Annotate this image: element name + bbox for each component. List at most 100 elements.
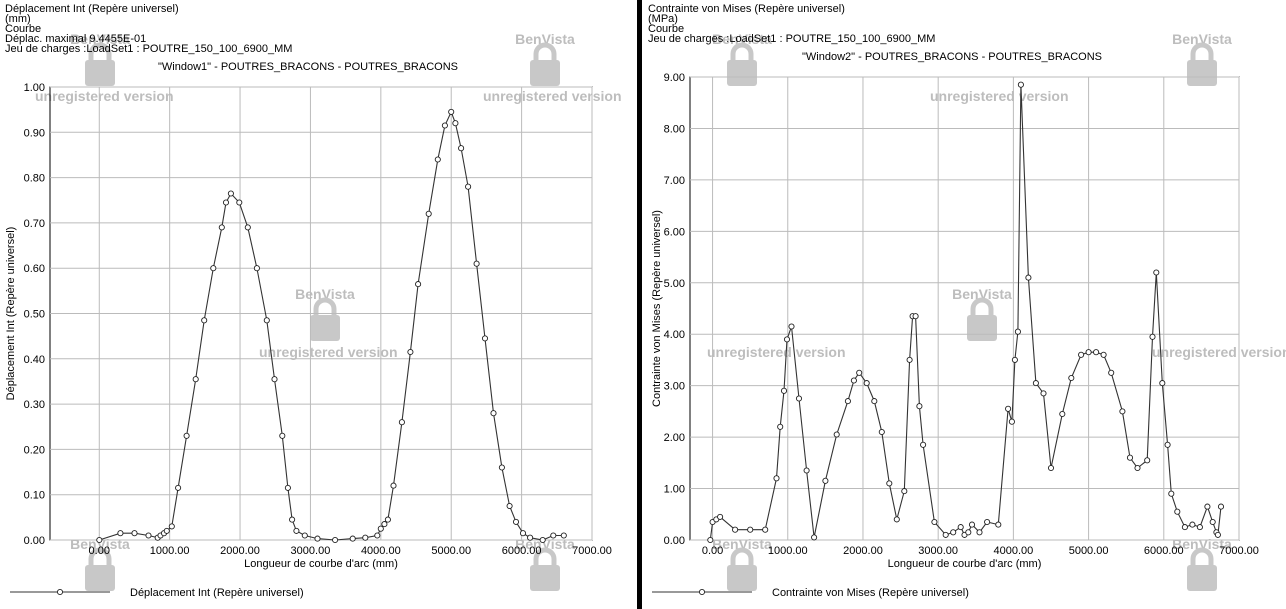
watermark-lock-icon: BenVista: [712, 31, 772, 86]
data-point: [968, 521, 976, 528]
data-point: [560, 532, 567, 539]
x-tick-label: 6000.00: [1144, 545, 1184, 557]
lock-body-icon: [727, 60, 757, 86]
data-point: [950, 529, 957, 536]
data-point: [747, 526, 754, 533]
data-point: [1032, 380, 1039, 387]
data-point: [856, 369, 863, 376]
data-point: [893, 516, 900, 523]
header-line: (mm): [5, 13, 31, 25]
data-point: [795, 395, 803, 402]
data-point: [783, 336, 791, 343]
data-point: [377, 525, 384, 532]
data-point: [1214, 531, 1221, 538]
legend-label: Contrainte von Mises (Repère universel): [772, 587, 969, 599]
y-tick-label: 7.00: [664, 175, 685, 187]
data-point: [1217, 503, 1225, 510]
y-tick-label: 0.30: [24, 399, 45, 411]
plot-frame: [689, 76, 1240, 541]
data-point: [1085, 349, 1092, 356]
legend-label: Déplacement Int (Repère universel): [130, 587, 304, 599]
data-point: [1189, 521, 1196, 528]
y-tick-label: 0.70: [24, 218, 45, 230]
watermark-lock-icon: BenVista: [1172, 31, 1232, 86]
data-point: [1040, 390, 1047, 397]
data-point: [844, 398, 851, 405]
watermark-text: unregistered version: [707, 344, 846, 360]
data-point: [912, 313, 919, 320]
data-point: [96, 536, 103, 544]
data-point: [415, 281, 422, 288]
chart-window-2: BenVista BenVista BenVista BenVista BenVista…: [642, 0, 1286, 609]
x-tick-label: 0.00: [89, 545, 110, 557]
x-axis-label: Longueur de courbe d'arc (mm): [244, 558, 398, 570]
x-tick-label: 6000.00: [502, 545, 542, 557]
data-point: [236, 199, 243, 206]
data-point: [1047, 464, 1055, 472]
data-point: [871, 398, 878, 405]
data-point: [362, 534, 369, 541]
y-tick-label: 0.60: [24, 263, 45, 275]
y-tick-label: 1.00: [664, 484, 685, 496]
x-tick-label: 3000.00: [291, 545, 331, 557]
data-point: [192, 376, 199, 383]
y-tick-label: 0.80: [24, 173, 45, 185]
data-point: [314, 535, 321, 542]
data-point: [244, 224, 251, 231]
lock-body-icon: [1187, 565, 1217, 591]
data-point: [117, 530, 124, 537]
y-tick-label: 0.50: [24, 309, 45, 321]
x-tick-label: 4000.00: [994, 545, 1034, 557]
data-point: [732, 526, 739, 533]
y-tick-label: 0.10: [24, 490, 45, 502]
data-point: [448, 108, 455, 115]
lock-shackle-icon: [88, 547, 112, 567]
data-point: [550, 532, 557, 539]
data-point: [1093, 349, 1100, 356]
data-point: [374, 532, 381, 539]
data-point: [539, 536, 546, 544]
watermark-brand-text: BenVista: [1172, 31, 1232, 47]
data-point: [384, 516, 391, 523]
data-point: [289, 516, 296, 523]
data-point: [811, 534, 818, 541]
y-tick-label: 0.00: [24, 535, 45, 547]
lock-body-icon: [530, 565, 560, 591]
y-axis-label: Déplacement Int (Repère universel): [5, 227, 17, 401]
y-tick-label: 2.00: [664, 432, 685, 444]
lock-shackle-icon: [730, 42, 754, 62]
data-point: [301, 532, 308, 539]
lock-body-icon: [310, 315, 340, 341]
header-line: Jeu de charges :LoadSet1 : POUTRE_150_10…: [648, 33, 935, 45]
x-tick-label: 4000.00: [361, 545, 401, 557]
data-point: [1068, 374, 1075, 382]
data-point: [490, 410, 497, 417]
data-point: [1196, 524, 1203, 531]
data-point: [349, 535, 356, 542]
data-point: [1119, 408, 1126, 415]
lock-shackle-icon: [533, 42, 557, 62]
data-point: [441, 122, 448, 129]
data-point: [218, 224, 225, 231]
y-tick-label: 8.00: [664, 123, 685, 135]
data-point: [931, 518, 938, 526]
data-point: [1108, 369, 1115, 376]
data-point: [452, 120, 459, 127]
x-tick-label: 2000.00: [843, 545, 883, 557]
data-point: [253, 265, 260, 272]
data-point: [434, 156, 441, 163]
legend-marker: [56, 588, 64, 596]
data-point: [965, 529, 972, 536]
data-point: [465, 183, 472, 190]
watermark-brand-text: BenVista: [70, 31, 130, 47]
lock-shackle-icon: [730, 547, 754, 567]
data-point: [1100, 351, 1107, 358]
data-point: [773, 475, 780, 482]
data-point: [916, 403, 923, 410]
header-line: Jeu de charges :LoadSet1 : POUTRE_150_10…: [5, 43, 292, 55]
y-tick-label: 0.40: [24, 354, 45, 366]
lock-shackle-icon: [88, 42, 112, 62]
data-point: [995, 521, 1002, 528]
